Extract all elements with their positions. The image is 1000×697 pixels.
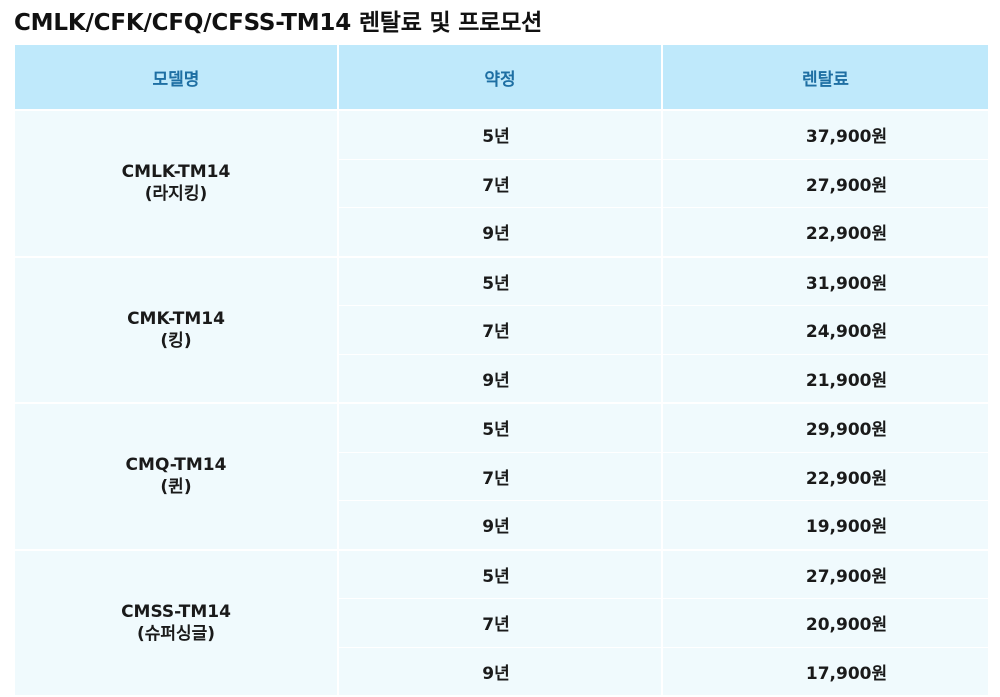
fee-cell: 22,900원 <box>663 451 988 500</box>
table-header-row: 모델명 약정 렌탈료 <box>15 45 988 109</box>
fee-cell: 21,900원 <box>663 353 988 402</box>
header-term: 약정 <box>339 45 663 109</box>
fee-cell: 31,900원 <box>663 255 988 305</box>
model-name: CMK-TM14 <box>127 308 225 329</box>
model-subtitle: (퀸) <box>160 477 192 498</box>
fee-cell: 24,900원 <box>663 305 988 354</box>
model-subtitle: (킹) <box>160 330 192 351</box>
table-row: CMSS-TM14 (슈퍼싱글) 5년 27,900원 <box>15 548 988 695</box>
term-cell: 5년 <box>339 402 663 452</box>
table-row: 9년 19,900원 <box>15 500 988 549</box>
term-cell: 9년 <box>339 353 663 402</box>
model-cell: CMLK-TM14 (라지킹) <box>15 109 339 256</box>
table-row: 9년 22,900원 <box>15 207 988 256</box>
model-name: CMQ-TM14 <box>125 455 227 476</box>
table-row: CMLK-TM14 (라지킹) 5년 37,900원 <box>15 109 988 256</box>
table-row: 9년 21,900원 <box>15 353 988 402</box>
model-cell: CMK-TM14 (킹) <box>15 255 339 402</box>
term-cell: 7년 <box>339 158 663 207</box>
table-row: CMK-TM14 (킹) 5년 31,900원 <box>15 255 988 402</box>
header-model: 모델명 <box>15 45 339 109</box>
table-row: 7년 20,900원 <box>15 598 988 647</box>
term-cell: 9년 <box>339 646 663 695</box>
term-cell: 5년 <box>339 109 663 159</box>
term-cell: 7년 <box>339 598 663 647</box>
table-row: 7년 22,900원 <box>15 451 988 500</box>
model-cell: CMQ-TM14 (퀸) <box>15 402 339 549</box>
table-row: 9년 17,900원 <box>15 646 988 695</box>
term-cell: 5년 <box>339 548 663 598</box>
fee-cell: 37,900원 <box>663 109 988 159</box>
page-title: CMLK/CFK/CFQ/CFSS-TM14 렌탈료 및 프로모션 <box>14 10 543 36</box>
term-cell: 9년 <box>339 207 663 256</box>
rental-price-table: 모델명 약정 렌탈료 CMLK-TM14 (라지킹) 5년 37,900원 7년… <box>15 45 988 695</box>
fee-cell: 27,900원 <box>663 548 988 598</box>
header-fee: 렌탈료 <box>663 45 988 109</box>
table-row: CMQ-TM14 (퀸) 5년 29,900원 <box>15 402 988 549</box>
fee-cell: 27,900원 <box>663 158 988 207</box>
term-cell: 7년 <box>339 451 663 500</box>
table-row: 7년 24,900원 <box>15 305 988 354</box>
model-name: CMSS-TM14 <box>121 601 231 622</box>
term-cell: 5년 <box>339 255 663 305</box>
table-row: 7년 27,900원 <box>15 158 988 207</box>
model-cell: CMSS-TM14 (슈퍼싱글) <box>15 548 339 695</box>
model-subtitle: (슈퍼싱글) <box>136 623 216 644</box>
fee-cell: 29,900원 <box>663 402 988 452</box>
fee-cell: 17,900원 <box>663 646 988 695</box>
model-subtitle: (라지킹) <box>144 184 208 205</box>
fee-cell: 19,900원 <box>663 500 988 549</box>
term-cell: 7년 <box>339 305 663 354</box>
fee-cell: 22,900원 <box>663 207 988 256</box>
model-name: CMLK-TM14 <box>121 162 231 183</box>
fee-cell: 20,900원 <box>663 598 988 647</box>
term-cell: 9년 <box>339 500 663 549</box>
